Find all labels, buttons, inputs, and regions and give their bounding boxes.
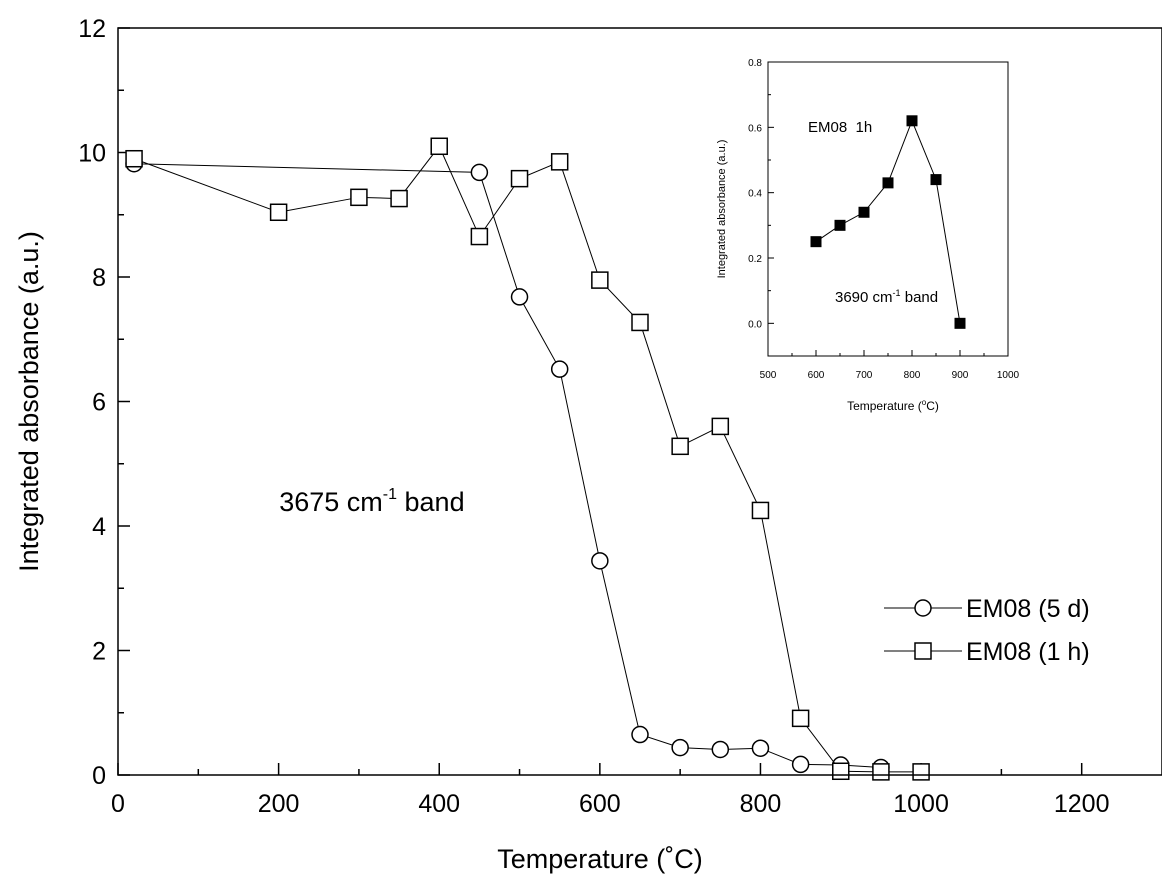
main-x-tick-label: 0 (111, 790, 125, 818)
inset-x-tick-label: 700 (856, 370, 873, 381)
main-x-tick-label: 600 (579, 790, 621, 818)
main-point-square (671, 437, 689, 456)
inset-y-tick-label: 0.4 (748, 189, 762, 200)
inset-series (810, 115, 966, 329)
inset-point-square (954, 317, 966, 329)
main-series-line (134, 163, 881, 769)
inset-band-annotation: 3690 cm-1 band (835, 288, 938, 306)
main-point-square (269, 203, 288, 222)
inset-y-tick-label: 0.8 (748, 58, 762, 69)
inset-point-square (858, 206, 870, 218)
inset-band-annotation-text: 3690 cm (835, 289, 893, 306)
inset-sample-label: EM08 1h (808, 119, 872, 136)
main-x-tick-label: 400 (418, 790, 460, 818)
legend-marker-5d (914, 599, 932, 617)
main-point-square (711, 417, 730, 436)
main-point-square (832, 762, 850, 781)
inset-x-tick-label: 800 (904, 370, 921, 381)
series-em08-5d (125, 154, 890, 777)
main-point-circle (791, 755, 810, 774)
main-point-square (550, 153, 569, 171)
main-point-square (125, 149, 143, 168)
main-band-annotation-text: 3675 cm (279, 487, 383, 517)
inset-band-annotation-suffix: band (901, 289, 939, 306)
legend-label-1h: EM08 (1 h) (966, 638, 1090, 666)
main-point-square (510, 169, 529, 188)
legend-marker-1h (914, 642, 932, 660)
main-band-annotation-suffix: band (397, 487, 465, 517)
main-point-circle (470, 163, 489, 182)
main-x-tick-label: 800 (740, 790, 782, 818)
main-point-square (631, 313, 649, 332)
main-point-circle (751, 739, 770, 757)
main-point-circle (510, 288, 529, 306)
main-y-tick-label: 0 (92, 762, 106, 790)
main-y-axis-label: Integrated absorbance (a.u.) (14, 231, 44, 572)
main-y-tick-label: 10 (78, 140, 106, 168)
main-chart: 0 200 400 600 800 1000 1200 0 2 4 6 8 10 12 Temperatu… (14, 15, 1162, 874)
main-point-square (430, 137, 448, 156)
legend-label-5d: EM08 (5 d) (966, 595, 1090, 623)
main-point-circle (550, 360, 569, 378)
inset-x-axis-label-text: Temperature ( (847, 399, 922, 413)
legend: EM08 (5 d) EM08 (1 h) (884, 595, 1090, 666)
main-point-circle (591, 552, 609, 570)
inset-chart: 500 600 700 800 900 1000 0.0 0.2 0.4 0.6 0.8 Tempe… (716, 58, 1020, 413)
inset-point-square (834, 219, 846, 231)
main-point-square (791, 709, 810, 728)
inset-point-square (810, 236, 822, 248)
inset-plot-frame (767, 61, 1009, 357)
series-em08-1h (125, 137, 930, 781)
main-y-tick-label: 2 (92, 638, 106, 666)
main-point-square (872, 763, 890, 781)
inset-x-axis-label-sup: o (922, 398, 927, 407)
inset-point-square (930, 174, 942, 186)
main-x-tick-label: 1200 (1054, 790, 1110, 818)
inset-x-tick-label: 1000 (997, 370, 1020, 381)
main-point-circle (671, 738, 689, 757)
inset-x-axis-label-suffix: C) (926, 399, 939, 413)
main-point-square (470, 227, 489, 246)
inset-y-axis-label: Integrated absorbance (a.u.) (716, 140, 728, 279)
main-point-square (912, 763, 930, 781)
inset-y-tick-label: 0.0 (748, 319, 762, 330)
inset-y-tick-label: 0.2 (748, 254, 762, 265)
inset-point-square (882, 177, 894, 189)
main-point-square (390, 189, 408, 208)
main-point-square (350, 188, 368, 207)
main-series-line (133, 145, 922, 773)
main-point-square (591, 271, 609, 289)
main-y-tick-label: 12 (78, 15, 106, 43)
main-plot-frame (117, 27, 1162, 776)
main-y-tick-label: 8 (92, 264, 106, 292)
inset-x-tick-label: 600 (808, 370, 825, 381)
main-x-axis-label: Temperature (˚C) (497, 844, 703, 874)
inset-x-axis-label: Temperature (oC) (847, 398, 939, 413)
main-x-tick-label: 1000 (893, 790, 949, 818)
main-point-square (751, 501, 770, 520)
main-y-tick-label: 4 (92, 513, 106, 541)
main-band-annotation: 3675 cm-1 band (279, 486, 464, 517)
inset-band-annotation-sup: -1 (893, 288, 901, 298)
main-point-circle (631, 725, 649, 744)
main-point-circle (711, 740, 730, 759)
inset-x-tick-label: 900 (952, 370, 969, 381)
main-band-annotation-sup: -1 (383, 486, 397, 503)
inset-y-tick-label: 0.6 (748, 123, 762, 134)
main-y-tick-label: 6 (92, 389, 106, 417)
main-x-tick-label: 200 (258, 790, 300, 818)
inset-point-square (906, 115, 918, 127)
inset-x-tick-label: 500 (760, 370, 777, 381)
